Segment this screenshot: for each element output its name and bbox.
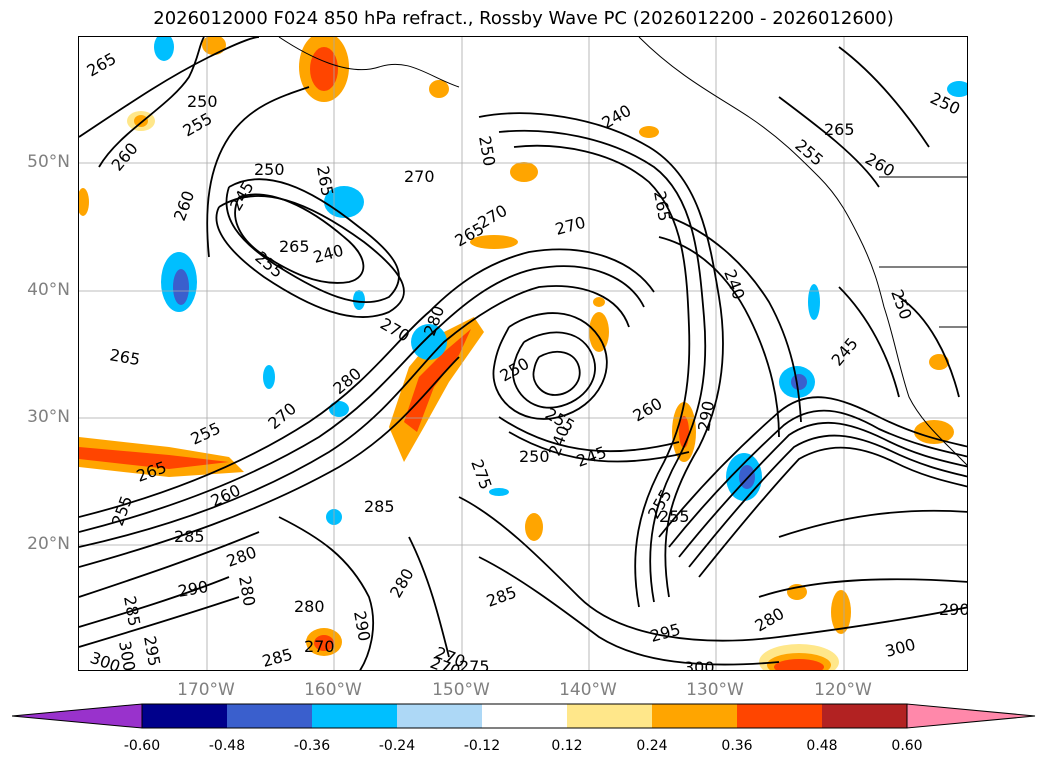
contour-label: 280 xyxy=(386,565,418,601)
contour-label: 265 xyxy=(108,345,141,369)
contour-label: 265 xyxy=(824,120,855,139)
contour-label: 250 xyxy=(887,287,915,322)
refractivity-contours xyxy=(79,37,967,670)
positive-anomaly-shading xyxy=(79,37,954,670)
contour-label: 285 xyxy=(484,582,519,610)
colorbar-tick-label: 0.24 xyxy=(636,738,668,754)
contour-label: 240 xyxy=(599,101,635,133)
colorbar-swatch xyxy=(737,704,822,728)
contour-label: 250 xyxy=(254,160,285,179)
colorbar-swatch xyxy=(397,704,482,728)
colorbar-swatch xyxy=(142,704,227,728)
contour-label: 270 xyxy=(304,637,335,656)
contour-label: 265 xyxy=(650,189,674,222)
contour-label: 290 xyxy=(694,399,718,432)
colorbar-swatch xyxy=(567,704,652,728)
contour-label: 270 xyxy=(404,167,435,186)
contour-label: 270 xyxy=(377,314,413,346)
colorbar-swatch xyxy=(227,704,312,728)
contour-label: 285 xyxy=(260,645,294,671)
colorbar-min-arrow xyxy=(12,703,143,729)
contour-label: 270 xyxy=(264,399,300,433)
colorbar-tick-label: 0.36 xyxy=(721,738,753,754)
contour-label: 280 xyxy=(224,542,259,570)
colorbar-tick-label: 0.12 xyxy=(551,738,583,754)
contour-label: 285 xyxy=(120,594,144,627)
lon-label-150w: 150°W xyxy=(432,680,490,700)
contour-label: 285 xyxy=(364,497,395,516)
contour-label: 280 xyxy=(329,364,365,398)
colorbar-frame xyxy=(141,703,908,729)
contour-label: 240 xyxy=(545,423,573,458)
contour-label: 295 xyxy=(648,620,682,646)
lon-label-120w: 120°W xyxy=(814,680,872,700)
contour-label: 255 xyxy=(188,418,224,448)
colorbar-tick-label: -0.12 xyxy=(463,738,501,754)
contour-label: 260 xyxy=(862,149,898,181)
contour-label: 290 xyxy=(176,577,209,601)
lat-label-50n: 50°N xyxy=(27,152,70,172)
contour-label: 240 xyxy=(311,241,345,267)
contour-label: 260 xyxy=(630,394,666,426)
map-title: 2026012000 F024 850 hPa refract., Rossby… xyxy=(153,8,894,29)
contour-label: 255 xyxy=(791,136,827,170)
contour-label: 250 xyxy=(187,92,218,111)
lon-label-140w: 140°W xyxy=(559,680,617,700)
contour-label: 290 xyxy=(939,600,968,619)
colorbar-swatch xyxy=(482,704,567,728)
colorbar-tick-label: -0.36 xyxy=(293,738,331,754)
negative-anomaly-shading xyxy=(154,37,967,525)
contour-label: 265 xyxy=(84,49,120,81)
contour-label: 240 xyxy=(720,267,748,302)
contour-label: 290 xyxy=(350,609,374,642)
colorbar-tick-label: -0.48 xyxy=(208,738,246,754)
lon-label-160w: 160°W xyxy=(304,680,362,700)
contour-label: 265 xyxy=(313,164,337,197)
lon-label-130w: 130°W xyxy=(686,680,744,700)
colorbar xyxy=(12,703,1036,729)
colorbar-swatch xyxy=(312,704,397,728)
contour-label: 275 xyxy=(459,657,490,671)
contour-label: 255 xyxy=(659,507,690,526)
colorbar-tick-label: -0.60 xyxy=(123,738,161,754)
contour-label: 300 xyxy=(684,658,715,671)
contour-label: 270 xyxy=(553,213,587,239)
contour-label: 260 xyxy=(108,139,142,175)
lon-label-170w: 170°W xyxy=(177,680,235,700)
colorbar-tick-label: 0.60 xyxy=(891,738,923,754)
contour-label: 245 xyxy=(574,442,609,470)
contour-label: 280 xyxy=(235,574,259,607)
map-panel[interactable]: 265 250 255 260 260 265 250 245 255 240 … xyxy=(78,36,968,671)
contour-label: 265 xyxy=(279,237,310,256)
colorbar-tick-label: 0.48 xyxy=(806,738,838,754)
contour-label: 280 xyxy=(294,597,325,616)
lat-label-40n: 40°N xyxy=(27,280,70,300)
contour-label: 300 xyxy=(883,635,917,661)
lat-label-20n: 20°N xyxy=(27,534,70,554)
colorbar-tick-label: -0.24 xyxy=(378,738,416,754)
colorbar-swatch xyxy=(652,704,737,728)
lat-label-30n: 30°N xyxy=(27,407,70,427)
contour-label: 260 xyxy=(170,188,198,223)
contour-label: 285 xyxy=(174,527,205,546)
map-canvas: 265 250 255 260 260 265 250 245 255 240 … xyxy=(79,37,968,671)
colorbar-swatch xyxy=(822,704,907,728)
contour-label: 275 xyxy=(467,457,495,492)
contour-label: 255 xyxy=(108,493,136,528)
contour-label: 280 xyxy=(752,604,788,636)
colorbar-max-arrow xyxy=(906,703,1036,729)
contour-label: 300 xyxy=(115,639,139,671)
contour-label: 245 xyxy=(828,334,862,370)
coastlines xyxy=(278,37,967,466)
contour-label: 255 xyxy=(180,109,216,141)
contour-label: 260 xyxy=(208,480,244,510)
contour-label: 250 xyxy=(519,447,550,466)
contour-label: 295 xyxy=(140,634,164,667)
